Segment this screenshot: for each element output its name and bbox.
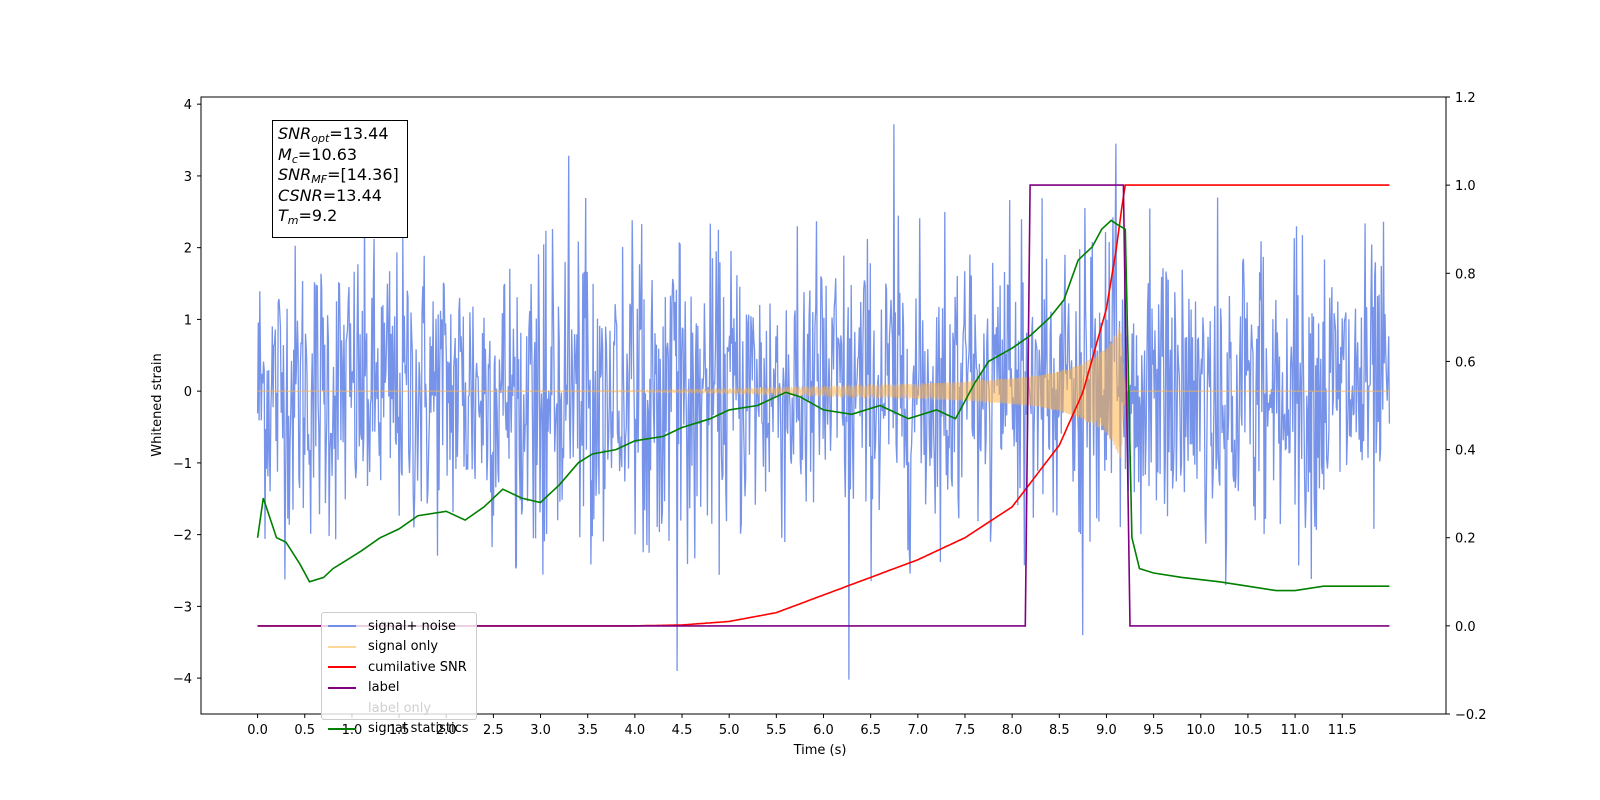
csnr-label: CSNR bbox=[278, 185, 323, 205]
tm-line: Tm=9.2 bbox=[278, 206, 402, 227]
y-axis-right: 1.2 1.0 0.8 0.6 0.4 0.2 0.0 −0.2 bbox=[1446, 91, 1487, 723]
snr-opt-value: =13.44 bbox=[329, 124, 389, 143]
y-tick-label: −4 bbox=[173, 672, 192, 687]
x-tick-label: 0.5 bbox=[294, 723, 315, 738]
tm-value: =9.2 bbox=[298, 206, 338, 225]
legend-label: signal+ noise bbox=[368, 618, 457, 634]
x-tick-label: 9.0 bbox=[1096, 723, 1117, 738]
legend-swatch bbox=[328, 645, 356, 648]
series-signal-noise bbox=[256, 124, 1391, 680]
legend-swatch bbox=[328, 686, 356, 689]
x-tick-label: 8.5 bbox=[1049, 723, 1070, 738]
x-tick-label: 3.5 bbox=[577, 723, 598, 738]
legend-label: signal statistics bbox=[368, 721, 469, 737]
y-tick-label: −2 bbox=[173, 529, 192, 544]
x-tick-label: 11.0 bbox=[1281, 723, 1310, 738]
y2-tick-label: 1.0 bbox=[1455, 179, 1476, 194]
y-axis-left: 4 3 2 1 0 −1 −2 −3 −4 bbox=[173, 98, 201, 687]
legend: signal+ noise signal only cumilative SNR la… bbox=[321, 612, 477, 736]
snr-mf-value: =[14.36] bbox=[327, 165, 399, 184]
legend-item: cumilative SNR bbox=[328, 657, 476, 678]
y2-tick-label: 0.6 bbox=[1455, 355, 1476, 370]
mc-sub: c bbox=[291, 152, 298, 166]
tm-label: T bbox=[278, 206, 288, 225]
legend-item: signal+ noise bbox=[328, 616, 476, 637]
series-label bbox=[257, 184, 1390, 627]
snr-mf-line: SNRMF=[14.36] bbox=[278, 165, 402, 186]
y2-tick-label: 1.2 bbox=[1455, 91, 1476, 106]
x-tick-label: 7.0 bbox=[907, 723, 928, 738]
x-tick-label: 4.0 bbox=[625, 723, 646, 738]
legend-item: label bbox=[328, 678, 476, 699]
x-tick-label: 10.0 bbox=[1186, 723, 1215, 738]
y2-tick-label: 0.2 bbox=[1455, 532, 1476, 547]
x-tick-label: 4.5 bbox=[672, 723, 693, 738]
snr-opt-line: SNRopt=13.44 bbox=[278, 124, 402, 145]
tm-sub: m bbox=[287, 214, 299, 227]
x-axis: 0.0 0.5 1.0 1.5 2.0 2.5 3.0 3.5 4.0 4.5 5.0 5.5 6.0 6… bbox=[247, 714, 1357, 738]
x-tick-label: 0.0 bbox=[247, 723, 268, 738]
y-tick-label: 3 bbox=[184, 170, 192, 185]
legend-swatch bbox=[328, 727, 356, 730]
y-tick-label: −1 bbox=[173, 457, 192, 472]
snr-opt-label: SNR bbox=[278, 124, 312, 143]
y-tick-label: 2 bbox=[184, 242, 192, 257]
y-tick-label: 4 bbox=[184, 98, 192, 113]
x-tick-label: 2.0 bbox=[436, 723, 457, 738]
x-tick-label: 5.0 bbox=[719, 723, 740, 738]
snr-opt-sub: opt bbox=[311, 132, 330, 145]
y-tick-label: −3 bbox=[173, 600, 192, 615]
legend-item: signal only bbox=[328, 637, 476, 658]
legend-swatch bbox=[328, 666, 356, 669]
x-tick-label: 6.0 bbox=[813, 723, 834, 738]
y-tick-label: 0 bbox=[184, 385, 192, 400]
y2-tick-label: −0.2 bbox=[1455, 708, 1487, 723]
legend-item: signal statistics bbox=[328, 719, 476, 740]
legend-label: label bbox=[368, 680, 400, 696]
mc-label: M bbox=[278, 144, 292, 164]
series-signal-only bbox=[257, 327, 1390, 458]
x-tick-label: 2.5 bbox=[483, 723, 504, 738]
y2-tick-label: 0.8 bbox=[1455, 267, 1476, 282]
y-axis-label: Whitened strain bbox=[150, 353, 165, 456]
x-tick-label: 7.5 bbox=[955, 723, 976, 738]
mc-value: =10.63 bbox=[297, 144, 358, 164]
x-tick-label: 9.5 bbox=[1143, 723, 1164, 738]
x-tick-label: 3.0 bbox=[530, 723, 551, 738]
legend-label: label only bbox=[368, 700, 432, 716]
y2-tick-label: 0.4 bbox=[1455, 444, 1476, 459]
x-tick-label: 11.5 bbox=[1328, 723, 1357, 738]
plot-area bbox=[256, 124, 1391, 680]
legend-label: cumilative SNR bbox=[368, 659, 467, 675]
mc-line: Mc=10.63 bbox=[278, 145, 402, 166]
csnr-value: =13.44 bbox=[322, 185, 382, 205]
y-tick-label: 1 bbox=[184, 313, 192, 328]
snr-mf-sub: MF bbox=[311, 173, 328, 186]
csnr-line: CSNR=13.44 bbox=[278, 186, 402, 207]
snr-mf-label: SNR bbox=[278, 165, 312, 184]
x-tick-label: 1.0 bbox=[342, 723, 363, 738]
x-tick-label: 6.5 bbox=[860, 723, 881, 738]
y2-tick-label: 0.0 bbox=[1455, 620, 1476, 635]
x-tick-label: 5.5 bbox=[766, 723, 787, 738]
x-tick-label: 8.0 bbox=[1002, 723, 1023, 738]
x-tick-label: 1.5 bbox=[389, 723, 410, 738]
legend-label: signal only bbox=[368, 639, 439, 655]
x-tick-label: 10.5 bbox=[1233, 723, 1262, 738]
series-signal-statistics bbox=[256, 219, 1390, 592]
legend-item: label only bbox=[328, 698, 476, 719]
x-axis-label: Time (s) bbox=[793, 743, 847, 758]
legend-swatch bbox=[328, 707, 356, 709]
annotation-box: SNRopt=13.44 Mc=10.63 SNRMF=[14.36] CSNR… bbox=[272, 120, 408, 238]
legend-swatch bbox=[328, 625, 356, 628]
